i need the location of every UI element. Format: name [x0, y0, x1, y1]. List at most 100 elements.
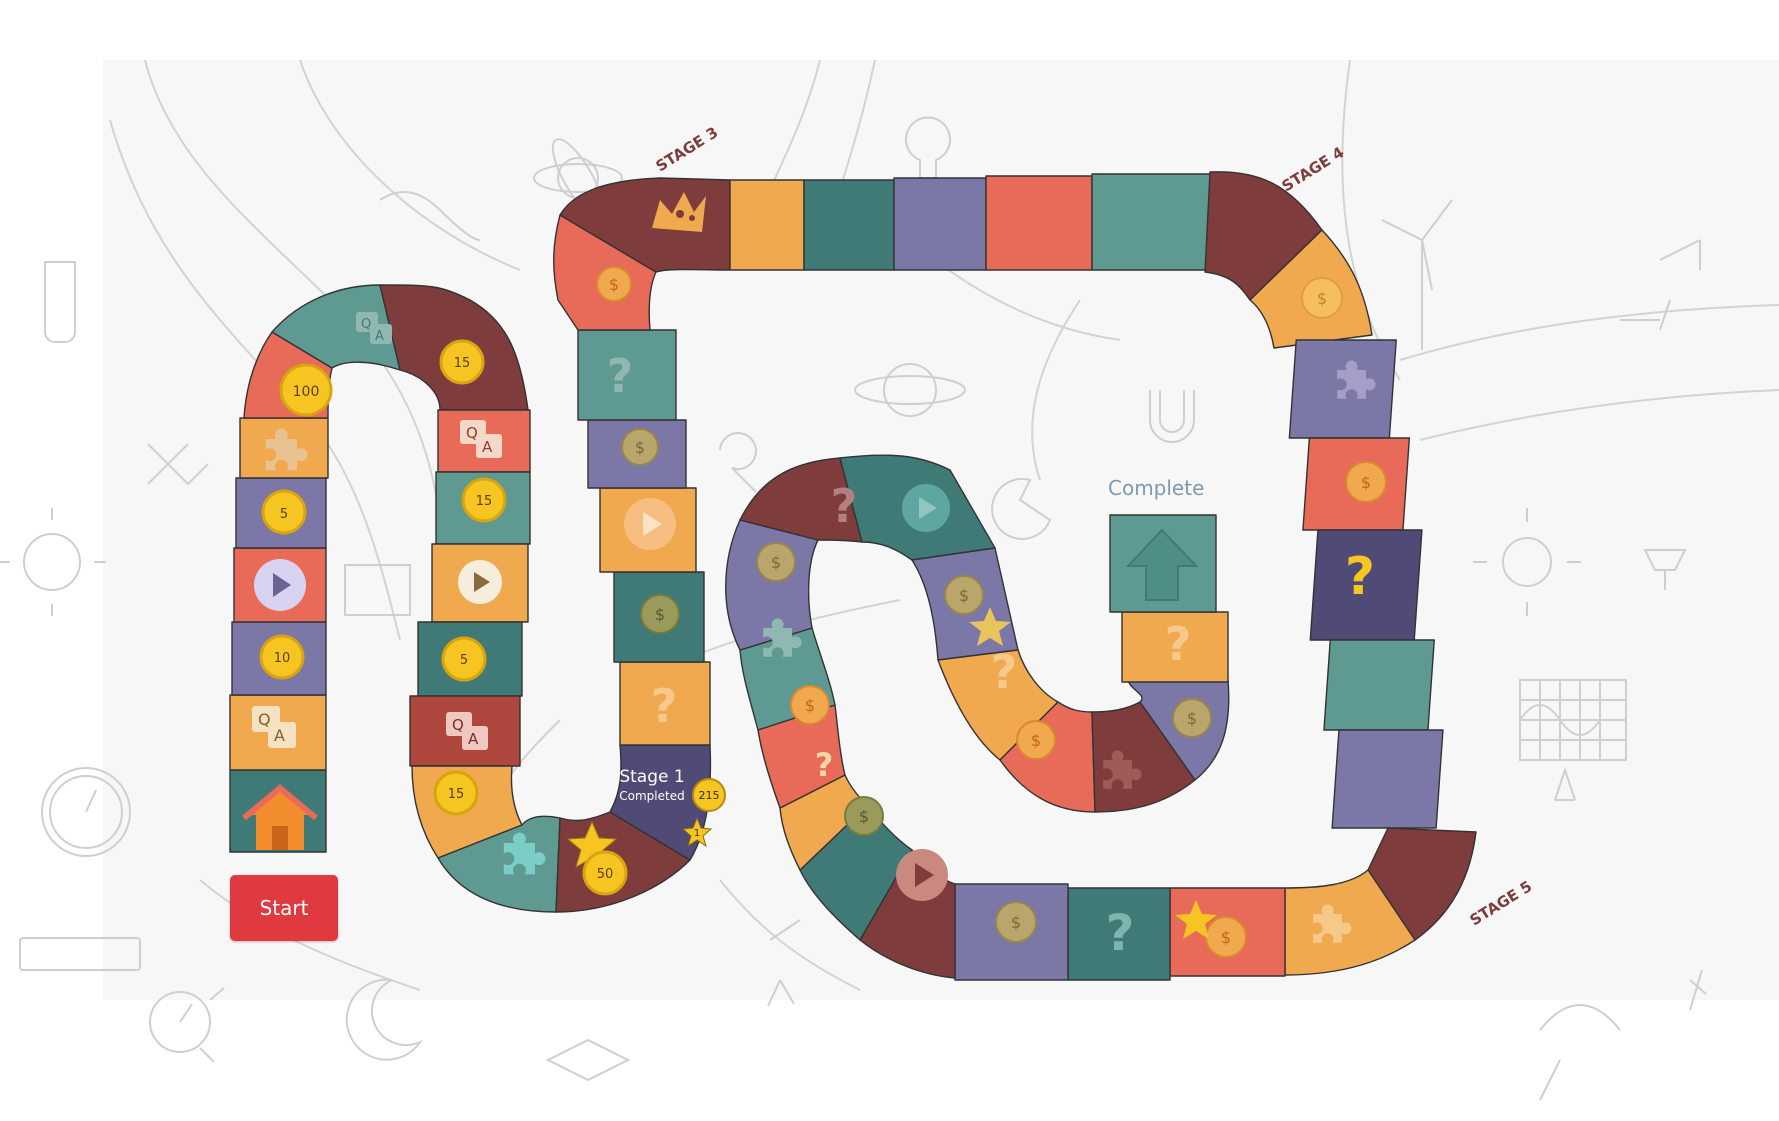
question-icon: ? — [831, 479, 858, 533]
coin-icon: $ — [756, 542, 796, 582]
map-sketch-lines — [109, 59, 1779, 991]
qa-icon: QA — [252, 706, 296, 748]
coin-icon: $ — [1345, 461, 1387, 503]
coin-value: 50 — [597, 867, 614, 882]
svg-text:Q: Q — [361, 317, 371, 332]
qa-icon: QA — [446, 712, 488, 750]
track-tile — [1091, 173, 1211, 271]
coin-value: 10 — [274, 651, 291, 666]
home-icon — [242, 784, 318, 850]
qa-icon: QA — [356, 312, 392, 344]
stage1-score-badge: 215 — [692, 778, 726, 812]
svg-text:A: A — [375, 329, 384, 344]
track-tile — [999, 701, 1096, 813]
crown-icon — [652, 192, 706, 232]
question-icons: ? ? ? ? ? ? ? ? — [607, 349, 1375, 962]
track-tile — [1091, 701, 1196, 813]
play-icon — [902, 484, 950, 532]
coin-icon: $ — [995, 901, 1037, 943]
coin-15: 15 — [433, 770, 479, 816]
play-icon — [896, 849, 948, 901]
question-icon: ? — [1345, 547, 1375, 607]
star-icon — [1175, 900, 1217, 939]
svg-text:Q: Q — [258, 710, 271, 729]
question-icon: ? — [651, 679, 678, 733]
play-icon — [624, 498, 676, 550]
track-tile — [1121, 611, 1229, 683]
question-icon: ? — [607, 349, 634, 403]
qa-icon: QA — [460, 420, 502, 458]
stage1-star-badge: 1 — [681, 816, 713, 848]
coin-value: 5 — [280, 507, 288, 522]
coin-icon: $ — [790, 685, 830, 725]
track-tile — [985, 175, 1093, 271]
track-tile — [803, 179, 895, 271]
score-value: 215 — [699, 789, 720, 802]
track-tile — [577, 329, 677, 421]
coin-icon: $ — [1172, 698, 1212, 738]
coin-value: 15 — [448, 787, 465, 802]
coin-50: 50 — [582, 850, 628, 896]
coin-100: 100 — [279, 363, 333, 417]
complete-label: Complete — [1108, 476, 1204, 500]
track-tile — [1067, 887, 1171, 981]
coin-icon: $ — [1016, 720, 1056, 760]
track-tile — [1323, 639, 1435, 731]
svg-text:$: $ — [1011, 913, 1021, 932]
svg-text:$: $ — [805, 696, 815, 715]
stage1-status: Stage 1 Completed 215 1 — [619, 767, 726, 848]
coin-5: 5 — [261, 489, 307, 535]
svg-text:A: A — [482, 438, 493, 456]
coin-icon: $ — [944, 575, 984, 615]
svg-text:Q: Q — [452, 716, 464, 734]
track-icons: QA QA QA QA ? ? ? ? ? — [242, 192, 1387, 962]
question-icon: ? — [1165, 617, 1192, 671]
start-button[interactable]: Start — [230, 875, 338, 941]
svg-text:$: $ — [859, 807, 869, 826]
numbered-coins: 100 15 5 15 10 5 15 50 — [259, 339, 628, 896]
question-icon: ? — [1105, 904, 1134, 962]
coin-icon: $ — [844, 796, 884, 836]
svg-text:$: $ — [1221, 928, 1231, 947]
play-icon — [458, 560, 502, 604]
stage1-subtitle: Completed — [619, 789, 684, 803]
star-value: 1 — [694, 828, 700, 839]
coin-5: 5 — [441, 636, 487, 682]
svg-text:A: A — [274, 726, 285, 745]
track-tile — [1288, 339, 1397, 439]
svg-text:$: $ — [655, 605, 665, 624]
stage1-title: Stage 1 — [619, 767, 684, 787]
question-icon: ? — [815, 746, 834, 784]
coin-value: 15 — [476, 494, 493, 509]
svg-text:Q: Q — [466, 424, 478, 442]
arrow-up-icon — [1125, 528, 1199, 601]
svg-text:A: A — [468, 730, 479, 748]
question-icon: ? — [991, 645, 1018, 699]
coin-value: 15 — [454, 356, 471, 371]
star-icon — [969, 607, 1011, 646]
track-tile — [1331, 729, 1444, 829]
svg-text:$: $ — [1031, 731, 1041, 750]
svg-text:$: $ — [609, 275, 619, 294]
coin-15: 15 — [461, 477, 507, 523]
track-tile — [619, 661, 711, 746]
coin-value: 5 — [460, 653, 468, 668]
coin-icon: $ — [621, 428, 659, 466]
dollar-coins: $ $ $ $ $ $ $ $ $ $ $ $ $ — [596, 266, 1387, 958]
svg-text:$: $ — [959, 586, 969, 605]
coin-icon: $ — [640, 594, 680, 634]
coin-value: 100 — [293, 384, 320, 400]
track-tile — [893, 177, 987, 271]
coin-10: 10 — [259, 634, 305, 680]
svg-text:$: $ — [635, 438, 645, 457]
svg-text:$: $ — [1361, 473, 1371, 492]
track-tile — [729, 179, 805, 271]
svg-text:$: $ — [771, 553, 781, 572]
background-doodles — [0, 116, 1707, 1101]
coin-15: 15 — [439, 339, 485, 385]
svg-text:$: $ — [1317, 289, 1327, 308]
svg-text:$: $ — [1187, 709, 1197, 728]
coin-icon: $ — [1205, 916, 1247, 958]
coin-icon: $ — [596, 266, 632, 302]
